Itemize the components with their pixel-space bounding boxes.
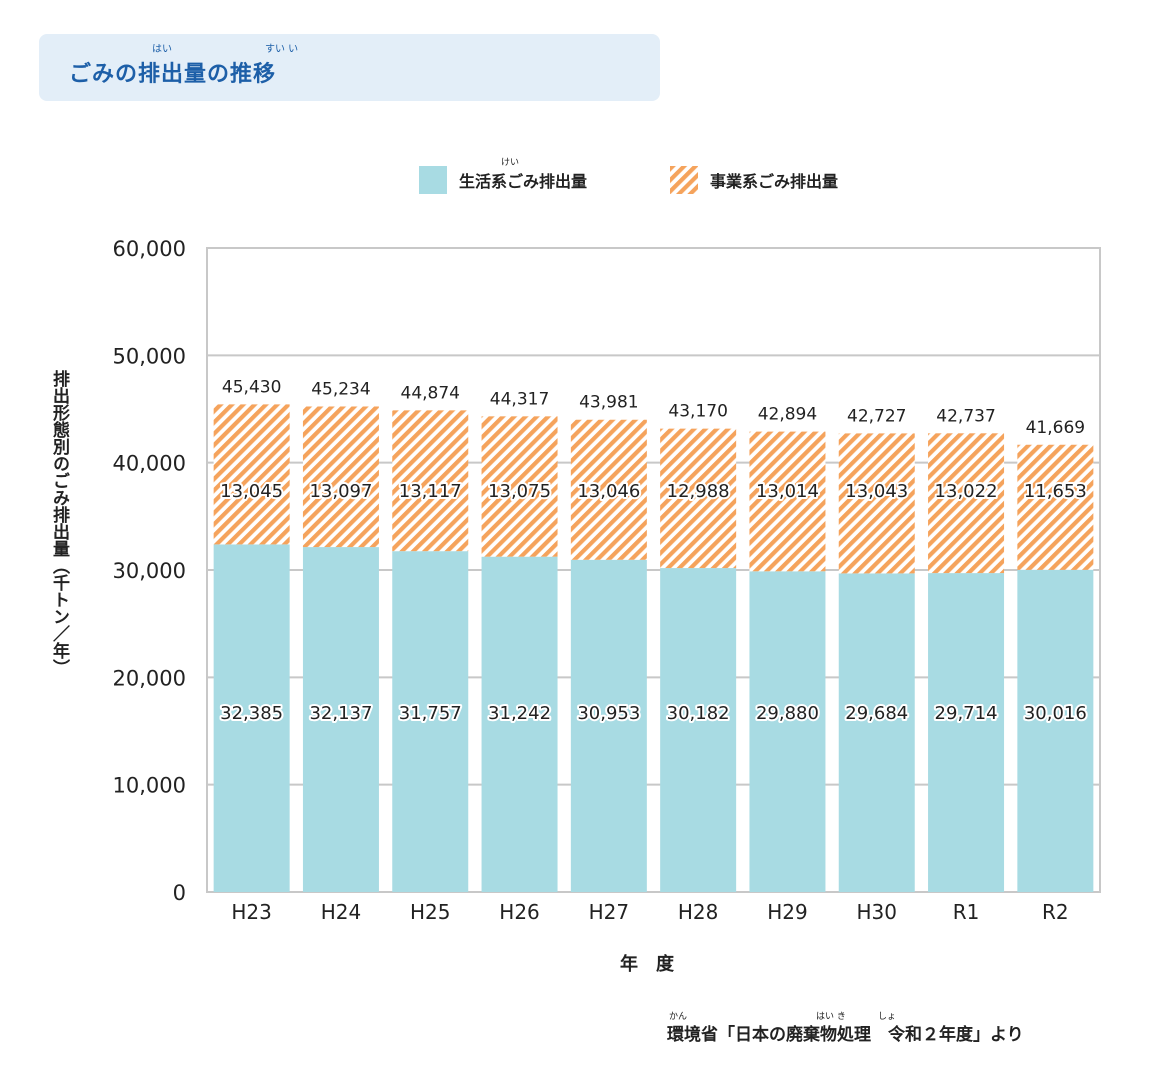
source-ruby-kan: かん bbox=[669, 1012, 688, 1022]
household-value-label: 32,137 bbox=[309, 703, 372, 724]
total-value-label: 43,981 bbox=[579, 393, 638, 413]
title-ruby-suii: すい い bbox=[265, 44, 299, 55]
title-banner bbox=[39, 34, 660, 101]
bar-household bbox=[302, 547, 379, 892]
legend-household: 生活系ごみ排出量 bbox=[419, 166, 587, 194]
y-axis-label: 排出形態別のごみ排出量（千トン／年） bbox=[49, 370, 69, 676]
source-note: 環境省「日本の廃棄物処理 令和２年度」より bbox=[667, 1025, 1024, 1045]
business-value-label: 12,988 bbox=[667, 481, 730, 502]
legend-household-swatch bbox=[419, 166, 447, 194]
source-ruby-haiki: はい き bbox=[816, 1012, 846, 1022]
household-value-label: 30,016 bbox=[1024, 703, 1087, 724]
y-tick-label: 30,000 bbox=[113, 559, 186, 583]
total-value-label: 42,894 bbox=[758, 405, 817, 425]
bar-business bbox=[928, 433, 1005, 574]
bar-household bbox=[1017, 569, 1094, 892]
business-value-label: 13,097 bbox=[309, 481, 372, 502]
bar-household bbox=[481, 556, 558, 892]
household-value-label: 31,757 bbox=[399, 703, 462, 724]
household-value-label: 29,880 bbox=[756, 703, 819, 724]
business-value-label: 13,075 bbox=[488, 481, 551, 502]
business-value-label: 13,046 bbox=[577, 481, 640, 502]
business-value-label: 13,022 bbox=[935, 481, 998, 502]
total-value-label: 44,874 bbox=[401, 383, 460, 403]
y-tick-label: 20,000 bbox=[113, 666, 186, 690]
bar-business bbox=[570, 419, 647, 560]
household-value-label: 30,953 bbox=[577, 703, 640, 724]
x-tick-label: H24 bbox=[321, 900, 362, 924]
household-value-label: 30,182 bbox=[667, 703, 730, 724]
total-value-label: 43,170 bbox=[668, 402, 727, 422]
bar-household bbox=[660, 568, 737, 892]
x-tick-label: H30 bbox=[857, 900, 898, 924]
bar-business bbox=[302, 406, 379, 548]
bar-household bbox=[928, 573, 1005, 892]
x-axis-label: 年 度 bbox=[620, 954, 674, 975]
y-tick-label: 10,000 bbox=[113, 774, 186, 798]
bar-household bbox=[392, 551, 469, 892]
bar-business bbox=[213, 404, 290, 545]
bar-household bbox=[749, 571, 826, 892]
bar-business bbox=[838, 433, 915, 574]
business-value-label: 13,045 bbox=[220, 481, 283, 502]
total-value-label: 41,669 bbox=[1026, 418, 1085, 438]
business-value-label: 13,117 bbox=[399, 481, 462, 502]
household-value-label: 32,385 bbox=[220, 703, 283, 724]
x-tick-label: H27 bbox=[589, 900, 630, 924]
legend-household-label: 生活系ごみ排出量 bbox=[459, 172, 588, 191]
x-tick-label: H23 bbox=[231, 900, 272, 924]
total-value-label: 44,317 bbox=[490, 389, 549, 409]
bar-business bbox=[392, 410, 469, 552]
household-value-label: 29,684 bbox=[845, 703, 908, 724]
household-value-label: 29,714 bbox=[935, 703, 998, 724]
total-value-label: 45,234 bbox=[311, 379, 370, 399]
total-value-label: 45,430 bbox=[222, 377, 281, 397]
household-value-label: 31,242 bbox=[488, 703, 551, 724]
x-tick-label: H29 bbox=[767, 900, 808, 924]
x-tick-label: H28 bbox=[678, 900, 719, 924]
total-value-label: 42,737 bbox=[936, 406, 995, 426]
x-tick-label: R1 bbox=[953, 900, 980, 924]
bar-business bbox=[749, 431, 826, 572]
bar-business bbox=[1017, 444, 1094, 570]
bar-business bbox=[481, 416, 558, 557]
y-tick-label: 40,000 bbox=[113, 452, 186, 476]
bar-household bbox=[213, 544, 290, 892]
legend-ruby: けい bbox=[501, 158, 520, 168]
y-tick-label: 0 bbox=[173, 881, 186, 905]
y-tick-label: 50,000 bbox=[113, 344, 186, 368]
legend-business-label: 事業系ごみ排出量 bbox=[710, 172, 839, 191]
x-tick-label: R2 bbox=[1042, 900, 1069, 924]
business-value-label: 13,014 bbox=[756, 481, 819, 502]
y-tick-label: 60,000 bbox=[113, 237, 186, 261]
bar-business bbox=[660, 428, 737, 569]
business-value-label: 11,653 bbox=[1024, 481, 1087, 502]
source-ruby-sho: しょ bbox=[878, 1012, 897, 1022]
page-title: ごみの排出量の推移 bbox=[69, 62, 277, 87]
bar-household bbox=[838, 573, 915, 892]
x-tick-label: H26 bbox=[499, 900, 540, 924]
business-value-label: 13,043 bbox=[845, 481, 908, 502]
legend-business: 事業系ごみ排出量 bbox=[670, 166, 838, 194]
total-value-label: 42,727 bbox=[847, 406, 906, 426]
title-ruby-hai: はい bbox=[152, 44, 172, 55]
legend-business-swatch bbox=[670, 166, 698, 194]
x-tick-label: H25 bbox=[410, 900, 451, 924]
bar-household bbox=[570, 559, 647, 892]
